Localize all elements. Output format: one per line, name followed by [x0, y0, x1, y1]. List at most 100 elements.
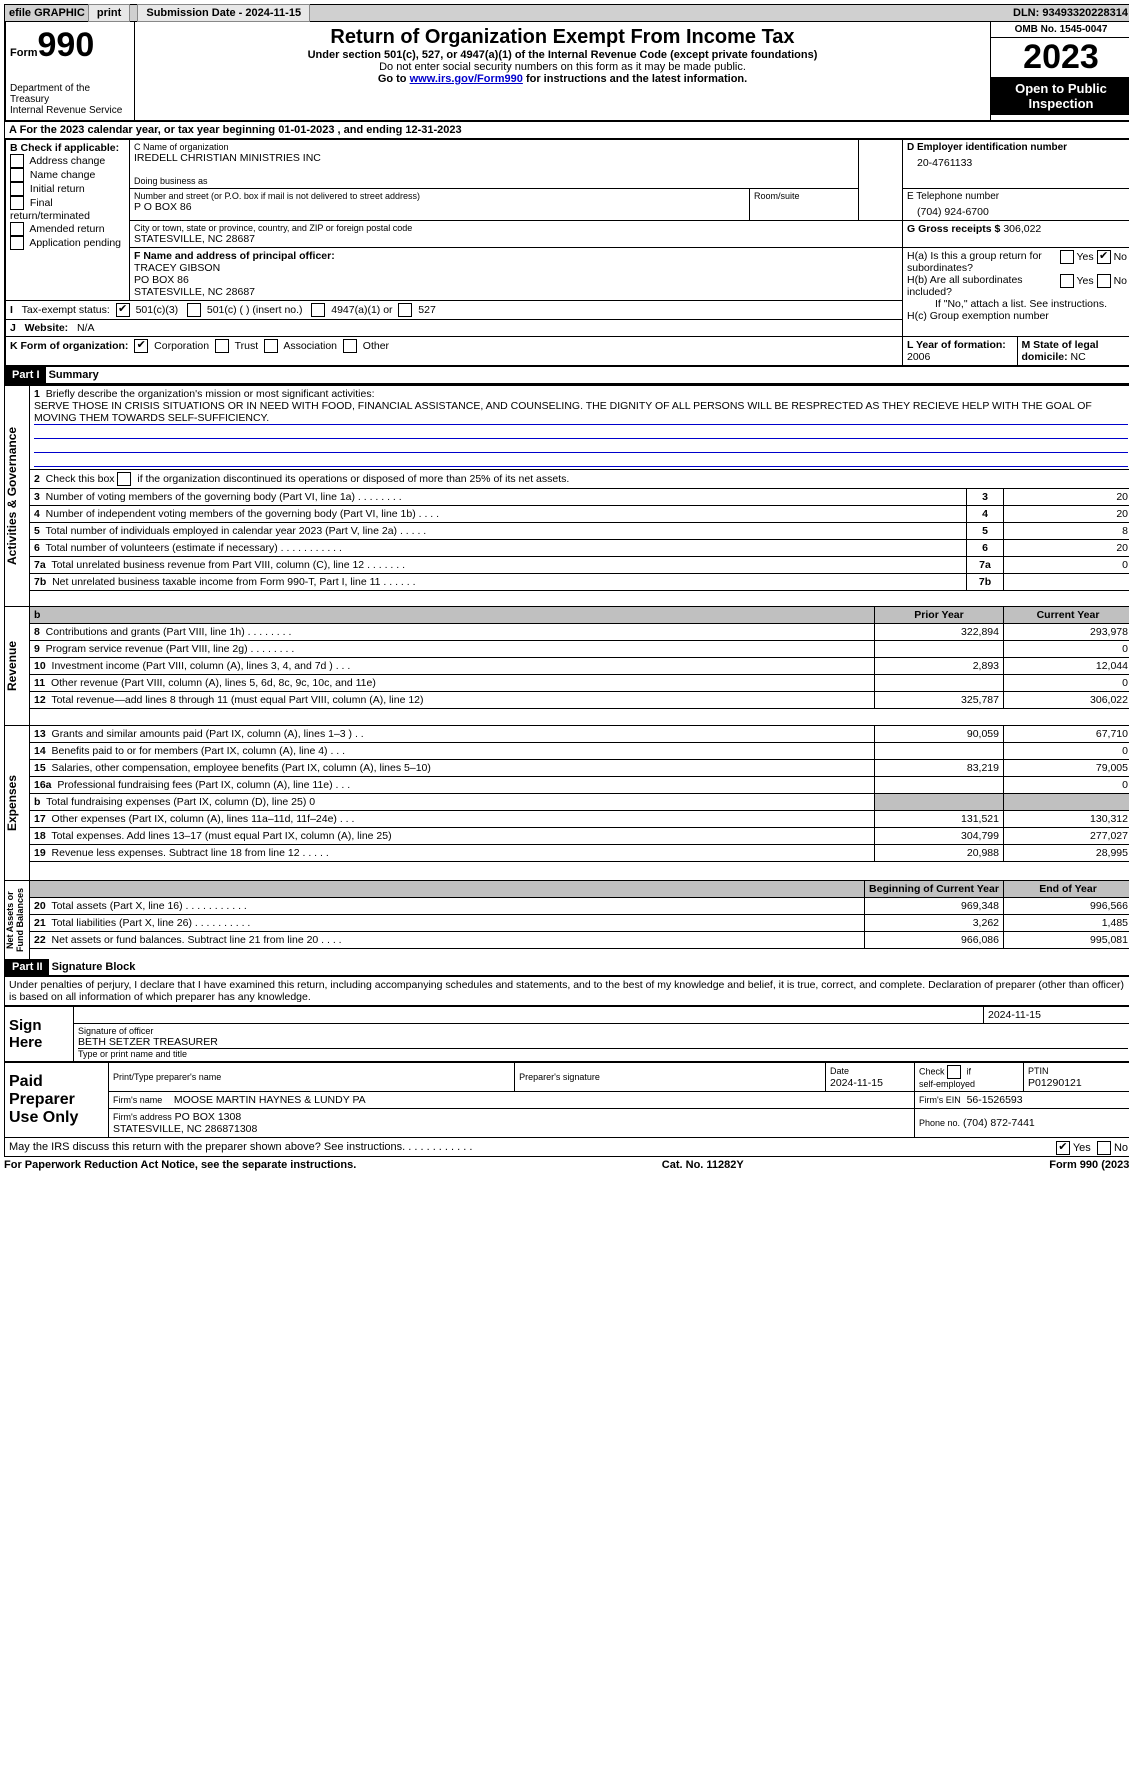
- discuss-no[interactable]: [1097, 1141, 1111, 1155]
- main-title: Return of Organization Exempt From Incom…: [139, 26, 986, 49]
- discuss-row: May the IRS discuss this return with the…: [4, 1138, 1129, 1157]
- i-4947[interactable]: [311, 303, 325, 317]
- box-k: K Form of organization: ✔ Corporation Tr…: [5, 337, 903, 367]
- ha-yes[interactable]: [1060, 250, 1074, 264]
- boxb-item: Application pending: [10, 236, 125, 250]
- rev-table: b Prior Year Current Year 8 Contribution…: [30, 606, 1129, 709]
- net-table: Beginning of Current Year End of Year 20…: [30, 880, 1129, 949]
- table-row: 12 Total revenue—add lines 8 through 11 …: [30, 692, 1129, 709]
- paid-preparer-table: Paid Preparer Use Only Print/Type prepar…: [4, 1062, 1129, 1138]
- box-f: F Name and address of principal officer:…: [130, 248, 903, 301]
- table-row: 15 Salaries, other compensation, employe…: [30, 760, 1129, 777]
- boxb-item: Initial return: [10, 182, 125, 196]
- boxb-item: Name change: [10, 168, 125, 182]
- topbar: efile GRAPHIC print Submission Date - 20…: [4, 4, 1129, 22]
- omb: OMB No. 1545-0047: [991, 22, 1129, 38]
- table-row: 10 Investment income (Part VIII, column …: [30, 658, 1129, 675]
- part2-header-row: Part II Signature Block: [4, 959, 1129, 977]
- dln: DLN: 93493320228314: [1013, 7, 1128, 19]
- table-row: 5 Total number of individuals employed i…: [30, 523, 1129, 540]
- officer-name: BETH SETZER TREASURER: [78, 1036, 1128, 1048]
- footer-right: Form 990 (2023): [1049, 1159, 1129, 1171]
- rev-label: Revenue: [4, 606, 30, 725]
- footer-left: For Paperwork Reduction Act Notice, see …: [4, 1159, 356, 1171]
- i-501c3[interactable]: ✔: [116, 303, 130, 317]
- form-left: Form990 Department of the Treasury Inter…: [6, 22, 135, 120]
- hb-no[interactable]: [1097, 274, 1111, 288]
- sign-here-table: Sign Here 2024-11-15 Signature of office…: [4, 1006, 1129, 1062]
- sig-date: 2024-11-15: [984, 1007, 1129, 1024]
- paid-preparer-label: Paid Preparer Use Only: [5, 1063, 109, 1138]
- box-g: G Gross receipts $ 306,022: [903, 221, 1129, 248]
- form-header: Form990 Department of the Treasury Inter…: [4, 22, 1129, 122]
- box-c-suite: Room/suite: [750, 189, 859, 221]
- box-b: B Check if applicable: Address change Na…: [5, 140, 130, 301]
- table-row: 11 Other revenue (Part VIII, column (A),…: [30, 675, 1129, 692]
- hb-yes[interactable]: [1060, 274, 1074, 288]
- table-row: 21 Total liabilities (Part X, line 26) .…: [30, 915, 1129, 932]
- box-d: D Employer identification number 20-4761…: [903, 140, 1129, 189]
- box-j: J Website: N/A: [5, 320, 903, 337]
- dept-label: Department of the Treasury Internal Reve…: [10, 83, 130, 116]
- table-row: b Total fundraising expenses (Part IX, c…: [30, 794, 1129, 811]
- form-right: OMB No. 1545-0047 2023 Open to Public In…: [990, 22, 1129, 120]
- boxb-item: Final return/terminated: [10, 196, 125, 222]
- table-row: 8 Contributions and grants (Part VIII, l…: [30, 624, 1129, 641]
- mission-text: SERVE THOSE IN CRISIS SITUATIONS OR IN N…: [34, 400, 1128, 425]
- sub2: Do not enter social security numbers on …: [139, 61, 986, 73]
- discuss-yes[interactable]: ✔: [1056, 1141, 1070, 1155]
- sign-here: Sign Here: [5, 1007, 74, 1062]
- table-row: 7b Net unrelated business taxable income…: [30, 574, 1129, 591]
- print-button[interactable]: print: [88, 4, 130, 22]
- box-i: I Tax-exempt status: ✔ 501(c)(3) 501(c) …: [5, 301, 903, 320]
- form-center: Return of Organization Exempt From Incom…: [135, 22, 990, 120]
- box-b-label: B Check if applicable:: [10, 142, 125, 154]
- line2-check[interactable]: [117, 472, 131, 486]
- open-inspection: Open to Public Inspection: [991, 77, 1129, 115]
- exp-table: 13 Grants and similar amounts paid (Part…: [30, 725, 1129, 862]
- gov-table: 1 Briefly describe the organization's mi…: [30, 385, 1129, 591]
- ha-no[interactable]: ✔: [1097, 250, 1111, 264]
- table-row: 7a Total unrelated business revenue from…: [30, 557, 1129, 574]
- table-row: 17 Other expenses (Part IX, column (A), …: [30, 811, 1129, 828]
- table-row: 9 Program service revenue (Part VIII, li…: [30, 641, 1129, 658]
- net-section: Net Assets or Fund Balances Beginning of…: [4, 880, 1129, 959]
- boxb-item: Amended return: [10, 222, 125, 236]
- table-row: 6 Total number of volunteers (estimate i…: [30, 540, 1129, 557]
- footer-mid: Cat. No. 11282Y: [662, 1159, 744, 1171]
- table-row: 4 Number of independent voting members o…: [30, 506, 1129, 523]
- entity-info: B Check if applicable: Address change Na…: [4, 139, 1129, 367]
- exp-label: Expenses: [4, 725, 30, 880]
- table-row: 13 Grants and similar amounts paid (Part…: [30, 726, 1129, 743]
- rev-section: Revenue b Prior Year Current Year 8 Cont…: [4, 606, 1129, 725]
- boxb-item: Address change: [10, 154, 125, 168]
- sub1: Under section 501(c), 527, or 4947(a)(1)…: [139, 49, 986, 61]
- box-c-street: Number and street (or P.O. box if mail i…: [130, 189, 750, 221]
- gov-label: Activities & Governance: [4, 385, 30, 606]
- box-l-m: L Year of formation: 2006 M State of leg…: [903, 337, 1129, 367]
- box-e: E Telephone number (704) 924-6700: [903, 189, 1129, 221]
- part2-badge: Part II: [6, 959, 49, 975]
- sub3: Go to www.irs.gov/Form990 for instructio…: [139, 73, 986, 85]
- topbar-left: efile GRAPHIC print Submission Date - 20…: [9, 7, 314, 19]
- period-a: A For the 2023 calendar year, or tax yea…: [4, 122, 1129, 139]
- box-c-name: C Name of organization IREDELL CHRISTIAN…: [130, 140, 859, 189]
- i-527[interactable]: [398, 303, 412, 317]
- table-row: 22 Net assets or fund balances. Subtract…: [30, 932, 1129, 949]
- table-row: 14 Benefits paid to or for members (Part…: [30, 743, 1129, 760]
- tax-year: 2023: [991, 38, 1129, 77]
- table-row: 18 Total expenses. Add lines 13–17 (must…: [30, 828, 1129, 845]
- part1-header-row: Part I Summary: [4, 367, 1129, 385]
- perjury: Under penalties of perjury, I declare th…: [4, 977, 1129, 1006]
- irs-link[interactable]: www.irs.gov/Form990: [410, 73, 523, 85]
- box-c-city: City or town, state or province, country…: [130, 221, 903, 248]
- self-emp-check[interactable]: [947, 1065, 961, 1079]
- part2-title: Signature Block: [52, 961, 136, 973]
- i-501c[interactable]: [187, 303, 201, 317]
- table-row: 16a Professional fundraising fees (Part …: [30, 777, 1129, 794]
- submission-button[interactable]: Submission Date - 2024-11-15: [137, 4, 310, 22]
- box-h: H(a) Is this a group return for subordin…: [903, 248, 1129, 337]
- form-number: Form990: [10, 26, 130, 65]
- part1-body: Activities & Governance 1 Briefly descri…: [4, 385, 1129, 606]
- table-row: 19 Revenue less expenses. Subtract line …: [30, 845, 1129, 862]
